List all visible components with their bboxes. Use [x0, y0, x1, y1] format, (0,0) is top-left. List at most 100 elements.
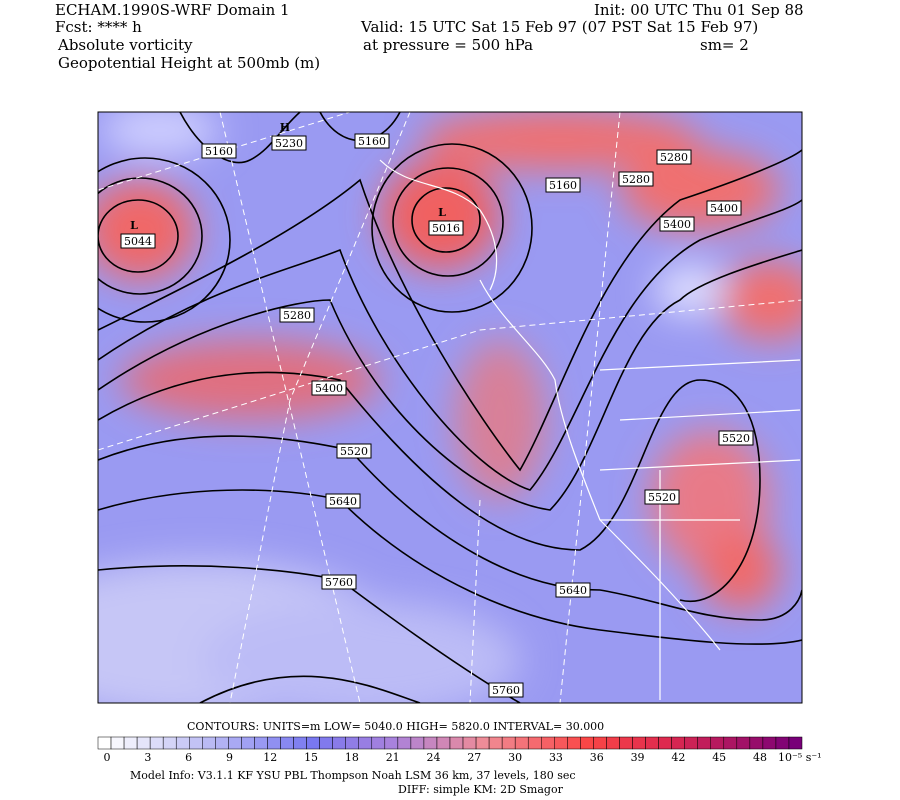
- colorbar-cell: [123, 736, 138, 750]
- colorbar-cell: [697, 736, 711, 750]
- header-left: ECHAM.1990S-WRF Domain 1: [55, 1, 290, 19]
- center-kind: L: [438, 206, 446, 219]
- colorbar-cell: [606, 736, 620, 750]
- header-right: Valid: 15 UTC Sat 15 Feb 97 (07 PST Sat …: [360, 18, 758, 36]
- colorbar-cell: [684, 736, 698, 750]
- colorbar-cell: [175, 736, 190, 750]
- colorbar-cell: [671, 736, 685, 750]
- label-box: [488, 682, 524, 698]
- colorbar-tick: 42: [671, 751, 685, 764]
- colorbar-tick: 39: [631, 751, 645, 764]
- colorbar-cell: [501, 736, 516, 750]
- colorbar-tick: 15: [304, 751, 318, 764]
- map-field: [98, 112, 802, 703]
- colorbar-tick: 33: [549, 751, 563, 764]
- colorbar-cell: [345, 736, 359, 750]
- colorbar-cell: [110, 736, 125, 750]
- colorbar-unit: 10⁻⁵ s⁻¹: [778, 751, 822, 764]
- contour-label: 5280: [622, 173, 650, 186]
- colorbar-cell: [449, 736, 464, 750]
- colorbar-cell: [788, 736, 803, 750]
- colorbar-tick: 6: [185, 751, 192, 764]
- contour-label: 5160: [205, 145, 233, 158]
- colorbar-cell: [189, 736, 203, 750]
- header-right: sm= 2: [700, 36, 749, 54]
- contour-label: 5400: [710, 202, 738, 215]
- header-left: Fcst: **** h: [55, 18, 142, 36]
- colorbar-cell: [645, 736, 659, 750]
- colorbar-cell: [632, 736, 646, 750]
- model-info: Model Info: V3.1.1 KF YSU PBL Thompson N…: [130, 769, 576, 782]
- contour-label: 5520: [340, 445, 368, 458]
- label-box: [279, 307, 315, 323]
- colorbar-cell: [397, 736, 412, 750]
- label-box: [325, 493, 361, 509]
- colorbar-tick: 12: [263, 751, 277, 764]
- header-left: Absolute vorticity: [57, 36, 193, 54]
- header-right: Init: 00 UTC Thu 01 Sep 88: [594, 1, 804, 19]
- label-box: [336, 443, 372, 459]
- colorbar-tick: 3: [144, 751, 151, 764]
- contour-label: 5760: [492, 684, 520, 697]
- contour-label: 5044: [124, 235, 152, 248]
- colorbar-cell: [554, 736, 568, 750]
- colorbar-cell: [267, 736, 281, 750]
- colorbar-cell: [541, 736, 555, 750]
- colorbar-cell: [736, 736, 751, 750]
- label-box: [659, 216, 695, 232]
- colorbar-cell: [762, 736, 777, 750]
- label-box: [718, 430, 754, 446]
- colorbar-cell: [319, 736, 333, 750]
- colorbar-cell: [723, 736, 738, 750]
- label-box: [706, 200, 742, 216]
- contour-label: 5400: [315, 382, 343, 395]
- colorbar-tick: 27: [467, 751, 481, 764]
- colorbar-cell: [475, 736, 490, 750]
- colorbar-cell: [254, 736, 268, 750]
- colorbar-cell: [593, 736, 607, 750]
- label-box: [644, 489, 680, 505]
- colorbar-cell: [384, 736, 399, 750]
- colorbar-cell: [462, 736, 477, 750]
- label-box: [555, 582, 591, 598]
- colorbar-cell: [423, 736, 438, 750]
- colorbar-cell: [358, 736, 373, 750]
- colorbar-tick: 18: [345, 751, 359, 764]
- label-box: [271, 135, 307, 151]
- map-frame: [97, 111, 803, 704]
- colorbar-cell: [293, 736, 307, 750]
- colorbar-tick: 48: [753, 751, 767, 764]
- colorbar-cell: [241, 736, 255, 750]
- label-box: [618, 171, 654, 187]
- colorbar-cell: [280, 736, 294, 750]
- contour-label: 5520: [648, 491, 676, 504]
- label-box: [321, 574, 357, 590]
- colorbar-cell: [488, 736, 503, 750]
- contour-label: 5640: [559, 584, 587, 597]
- colorbar-tick: 0: [104, 751, 111, 764]
- colorbar-cell: [580, 736, 594, 750]
- colorbar-cell: [332, 736, 346, 750]
- colorbar-cell: [202, 736, 216, 750]
- colorbar-cell: [527, 736, 542, 750]
- colorbar-cell: [215, 736, 229, 750]
- label-box: [201, 143, 237, 159]
- label-box: [354, 133, 390, 149]
- center-kind: H: [280, 121, 290, 134]
- header-left: Geopotential Height at 500mb (m): [58, 54, 320, 72]
- colorbar-cell: [775, 736, 790, 750]
- colorbar-tick: 36: [590, 751, 604, 764]
- colorbar-cell: [567, 736, 581, 750]
- contour-label: 5280: [660, 151, 688, 164]
- colorbar-tick: 45: [712, 751, 726, 764]
- colorbar-cell: [149, 736, 164, 750]
- colorbar-tick: 30: [508, 751, 522, 764]
- colorbar-cell: [306, 736, 320, 750]
- contour-label: 5760: [325, 576, 353, 589]
- colorbar-tick: 24: [427, 751, 441, 764]
- center-kind: L: [130, 219, 138, 232]
- contour-label: 5160: [549, 179, 577, 192]
- header-right: at pressure = 500 hPa: [363, 36, 533, 54]
- colorbar-cell: [136, 736, 151, 750]
